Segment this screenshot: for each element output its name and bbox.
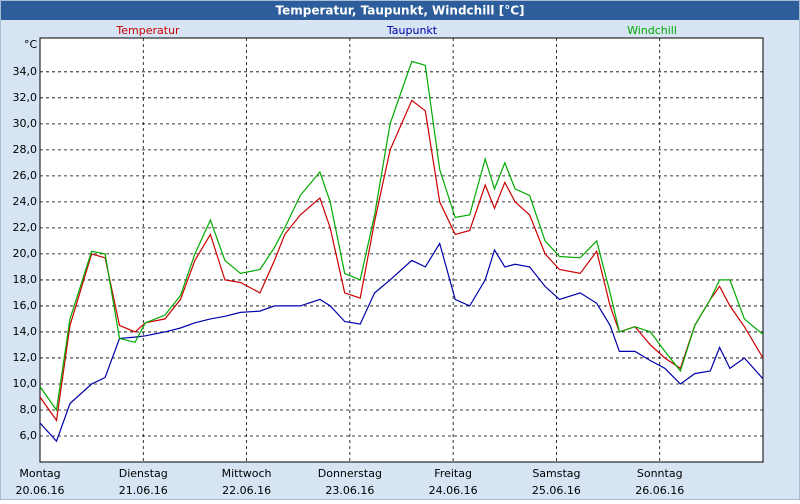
- chart-title: Temperatur, Taupunkt, Windchill [°C]: [276, 4, 525, 18]
- y-axis-label: °C: [24, 38, 38, 51]
- series-line: [39, 60, 764, 412]
- y-tick-label: 6,0: [20, 429, 38, 442]
- x-tick-label: Samstag: [532, 467, 580, 480]
- legend-label: Windchill: [627, 24, 677, 37]
- y-tick-label: 12,0: [13, 351, 38, 364]
- y-tick-label: 24,0: [13, 195, 38, 208]
- x-tick-date: 26.06.16: [635, 484, 684, 497]
- series-line: [39, 99, 764, 422]
- x-tick-date: 21.06.16: [119, 484, 168, 497]
- y-tick-label: 14,0: [13, 325, 38, 338]
- y-tick-label: 28,0: [13, 143, 38, 156]
- series-line: [39, 242, 764, 443]
- x-tick-label: Sonntag: [637, 467, 683, 480]
- y-tick-label: 26,0: [13, 169, 38, 182]
- x-tick-label: Mittwoch: [222, 467, 272, 480]
- y-tick-label: 10,0: [13, 377, 38, 390]
- legend-label: Temperatur: [115, 24, 180, 37]
- plot-area: [39, 37, 764, 463]
- legend-label: Taupunkt: [386, 24, 438, 37]
- y-tick-label: 32,0: [13, 91, 38, 104]
- y-tick-label: 22,0: [13, 221, 38, 234]
- x-tick-label: Dienstag: [119, 467, 168, 480]
- x-tick-date: 24.06.16: [429, 484, 478, 497]
- y-tick-label: 16,0: [13, 299, 38, 312]
- title-bar: [1, 1, 799, 20]
- y-tick-label: 18,0: [13, 273, 38, 286]
- y-tick-label: 8,0: [20, 403, 38, 416]
- x-tick-date: 20.06.16: [16, 484, 65, 497]
- x-tick-date: 22.06.16: [222, 484, 271, 497]
- y-tick-label: 30,0: [13, 117, 38, 130]
- y-tick-label: 20,0: [13, 247, 38, 260]
- x-tick-date: 23.06.16: [325, 484, 374, 497]
- x-tick-label: Montag: [19, 467, 60, 480]
- x-tick-label: Freitag: [434, 467, 472, 480]
- x-tick-label: Donnerstag: [318, 467, 382, 480]
- y-tick-label: 34,0: [13, 65, 38, 78]
- x-tick-date: 25.06.16: [532, 484, 581, 497]
